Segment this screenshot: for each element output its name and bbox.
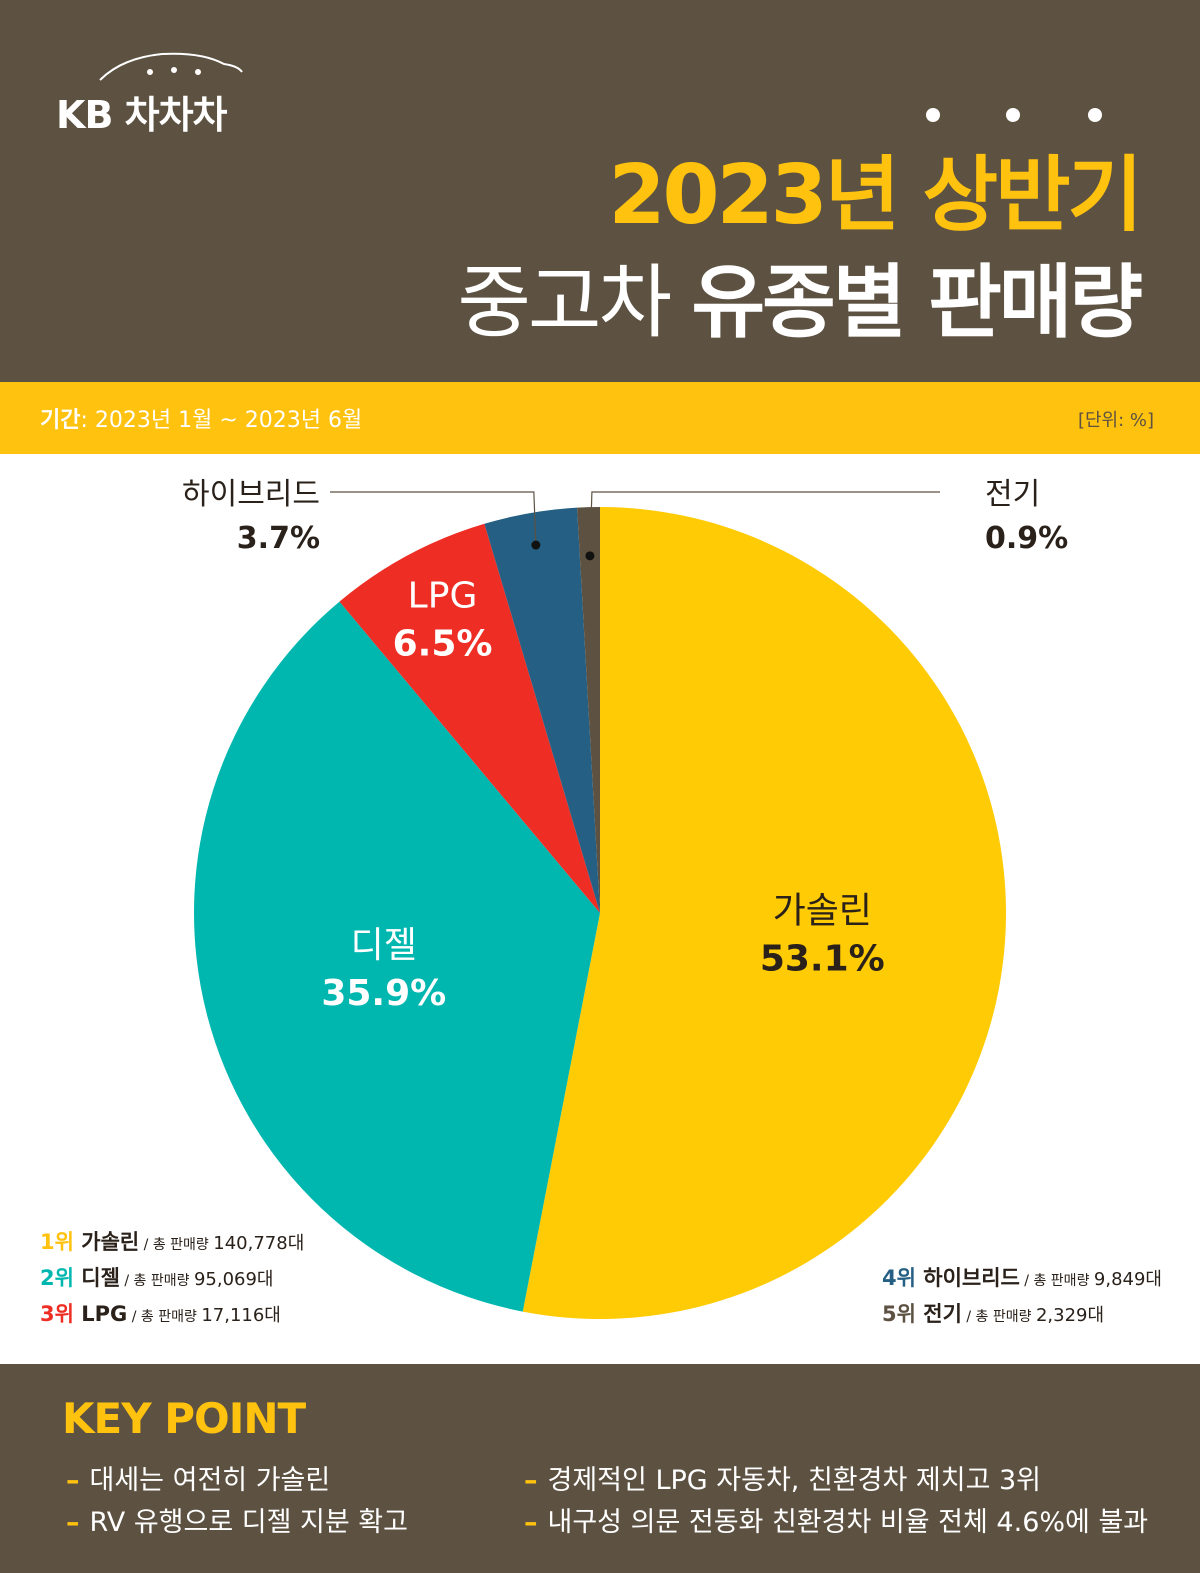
pie-slice-1: [194, 601, 600, 1312]
callout-line: [589, 491, 940, 556]
slice-value-label: 6.5%: [393, 624, 493, 665]
slice-name-label: 디젤: [351, 925, 417, 966]
car-outline-icon: [99, 52, 243, 81]
rank-number: 2위: [40, 1266, 82, 1290]
key-point-text: 내구성 의문 전동화 친환경차 비율 전체 4.6%에 불과: [547, 1507, 1149, 1538]
key-point-item: – 내구성 의문 전동화 친환경차 비율 전체 4.6%에 불과: [524, 1507, 1149, 1538]
rank-item: 2위 디젤 / 총 판매량 95,069대: [40, 1262, 304, 1298]
key-point-item: – 대세는 여전히 가솔린: [66, 1465, 331, 1496]
decor-dot: [926, 108, 940, 122]
rank-total-label: / 총 판매량: [127, 1309, 202, 1325]
rank-total-label: / 총 판매량: [1019, 1273, 1094, 1289]
header: KB 차차차 2023년 상반기 중고차 유종별 판매량: [0, 0, 1200, 382]
rank-number: 1위: [40, 1230, 82, 1254]
rank-item: 5위 전기 / 총 판매량 2,329대: [882, 1298, 1162, 1334]
key-point-text: 대세는 여전히 가솔린: [89, 1465, 331, 1496]
rank-item: 4위 하이브리드 / 총 판매량 9,849대: [882, 1262, 1162, 1298]
chart-area: 가솔린 53.1% 디젤 35.9% LPG 6.5% 하이브리드 3.7% 전기 0.9% 1위…: [0, 454, 1200, 1364]
pie-slice-0: [522, 507, 1006, 1319]
key-point-item: – 경제적인 LPG 자동차, 친환경차 제치고 3위: [524, 1465, 1042, 1496]
rank-total-label: / 총 판매량: [961, 1309, 1036, 1325]
decor-dot: [1088, 108, 1102, 122]
pie-slice-2: [339, 523, 600, 913]
title-line-2: 중고차 유종별 판매량: [457, 238, 1143, 354]
period: 기간: 2023년 1월 ~ 2023년 6월: [40, 402, 362, 434]
callout-name-label: 전기: [985, 477, 1040, 512]
callout-value-label: 0.9%: [985, 521, 1068, 556]
key-point-item: – RV 유행으로 디젤 지분 확고: [66, 1507, 408, 1538]
rank-count: 17,116대: [201, 1305, 281, 1326]
callout-dot: [585, 551, 595, 561]
rank-fuel-name: 전기: [923, 1302, 962, 1326]
rank-fuel-name: 디젤: [81, 1266, 120, 1290]
callout-value-label: 3.7%: [237, 521, 320, 556]
rank-number: 4위: [882, 1266, 924, 1290]
period-label: 기간: [40, 408, 81, 433]
rank-number: 3위: [40, 1302, 82, 1326]
key-point-section: KEY POINT – 대세는 여전히 가솔린 – RV 유행으로 디젤 지분 확고…: [0, 1364, 1200, 1573]
slice-value-label: 53.1%: [760, 938, 885, 979]
unit-label: [단위: %]: [1077, 410, 1154, 431]
period-value: : 2023년 1월 ~ 2023년 6월: [80, 408, 363, 433]
rank-total-label: / 총 판매량: [139, 1237, 214, 1253]
slice-name-label: 가솔린: [773, 890, 872, 931]
key-point-text: 경제적인 LPG 자동차, 친환경차 제치고 3위: [547, 1465, 1042, 1496]
rank-count: 95,069대: [193, 1269, 274, 1290]
kb-chachacha-logo: KB 차차차: [52, 42, 252, 142]
rank-item: 1위 가솔린 / 총 판매량 140,778대: [40, 1226, 304, 1262]
logo-text: KB 차차차: [56, 93, 228, 137]
rank-total-label: / 총 판매량: [119, 1273, 194, 1289]
pie-slice-4: [577, 507, 600, 913]
key-point-title: KEY POINT: [62, 1394, 306, 1443]
callout-line: [330, 491, 537, 546]
rank-number: 5위: [882, 1302, 924, 1326]
rank-list-right: 4위 하이브리드 / 총 판매량 9,849대 5위 전기 / 총 판매량 2,3…: [882, 1262, 1162, 1334]
rank-fuel-name: 가솔린: [81, 1230, 140, 1254]
pie-chart: 가솔린 53.1% 디젤 35.9% LPG 6.5% 하이브리드 3.7% 전기 0.9%: [182, 477, 1068, 1319]
rank-list-left: 1위 가솔린 / 총 판매량 140,778대 2위 디젤 / 총 판매량 95,…: [40, 1226, 304, 1334]
key-point-text: RV 유행으로 디젤 지분 확고: [89, 1507, 408, 1538]
pie-slice-3: [484, 507, 600, 913]
callout-dot: [531, 540, 541, 550]
title-bold: 유종별 판매량: [691, 256, 1143, 349]
title-light: 중고차: [457, 256, 692, 349]
rank-count: 140,778대: [213, 1233, 305, 1254]
title-line-1: 2023년 상반기: [608, 148, 1143, 243]
rank-fuel-name: LPG: [81, 1302, 128, 1326]
period-band: 기간: 2023년 1월 ~ 2023년 6월 [단위: %]: [0, 382, 1200, 454]
rank-count: 2,329대: [1035, 1305, 1105, 1326]
rank-item: 3위 LPG / 총 판매량 17,116대: [40, 1298, 304, 1334]
decor-dot: [1006, 108, 1020, 122]
slice-name-label: LPG: [408, 576, 478, 617]
callout-name-label: 하이브리드: [182, 477, 320, 512]
rank-fuel-name: 하이브리드: [923, 1266, 1020, 1290]
rank-count: 9,849대: [1093, 1269, 1162, 1290]
slice-value-label: 35.9%: [321, 973, 446, 1014]
